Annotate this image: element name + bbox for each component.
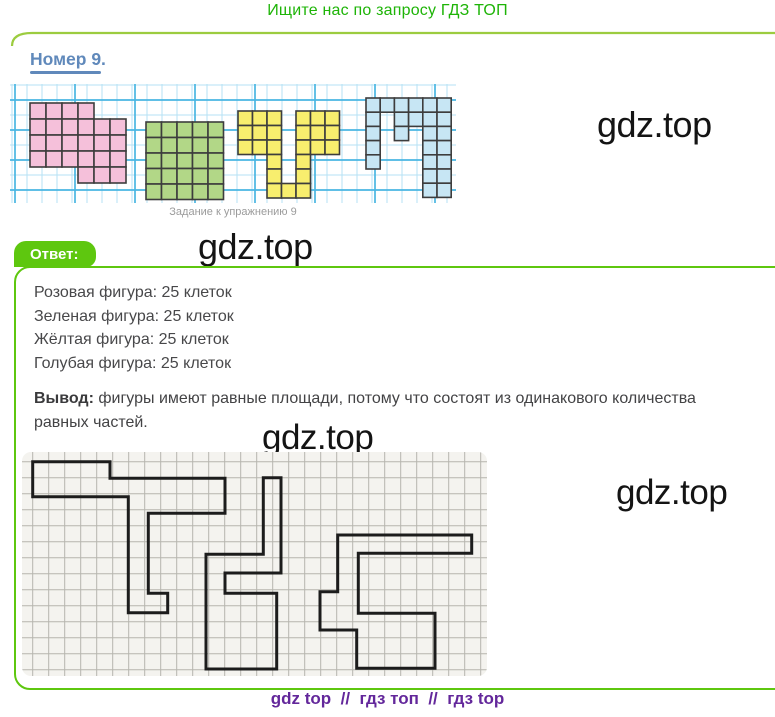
footer-watermark-text: gdz top // гдз топ // гдз top	[270, 689, 505, 708]
yellow-figure	[237, 110, 341, 199]
answer-line-blue: Голубая фигура: 25 клеток	[34, 354, 232, 372]
conclusion-paragraph: Вывод: фигуры имеют равные площади, пото…	[34, 387, 746, 435]
task-number-heading: Номер 9.	[30, 49, 106, 69]
blue-figure	[365, 97, 452, 199]
task-number-underline	[30, 71, 101, 74]
watermark-text: gdz.top	[597, 104, 712, 145]
answer-lines: Розовая фигура: 25 клеток Зеленая фигура…	[34, 281, 234, 375]
watermark-text: gdz.top	[616, 473, 728, 512]
answer-box-border	[14, 266, 775, 690]
answer-tab-label: Ответ:	[30, 245, 79, 263]
conclusion-label: Вывод:	[34, 390, 94, 407]
top-border-line	[10, 31, 775, 47]
watermark-text: gdz.top	[198, 226, 313, 267]
green-figure	[145, 121, 225, 201]
answer-line-pink: Розовая фигура: 25 клеток	[34, 284, 232, 301]
watermark-text: gdz.top	[262, 418, 374, 457]
answer-line-yellow: Жёлтая фигура: 25 клеток	[34, 331, 229, 348]
conclusion-text: фигуры имеют равные площади, потому что …	[34, 390, 696, 431]
answer-sketch-image	[22, 452, 487, 676]
task-image-caption: Задание к упражнению 9	[169, 206, 297, 218]
answer-tab: Ответ:	[14, 241, 96, 267]
answer-line-green: Зеленая фигура: 25 клеток	[34, 307, 234, 325]
pink-figure	[29, 102, 127, 184]
site-search-hint-text: Ищите нас по запросу ГДЗ ТОП	[267, 2, 508, 19]
task-figures-image	[10, 84, 456, 203]
